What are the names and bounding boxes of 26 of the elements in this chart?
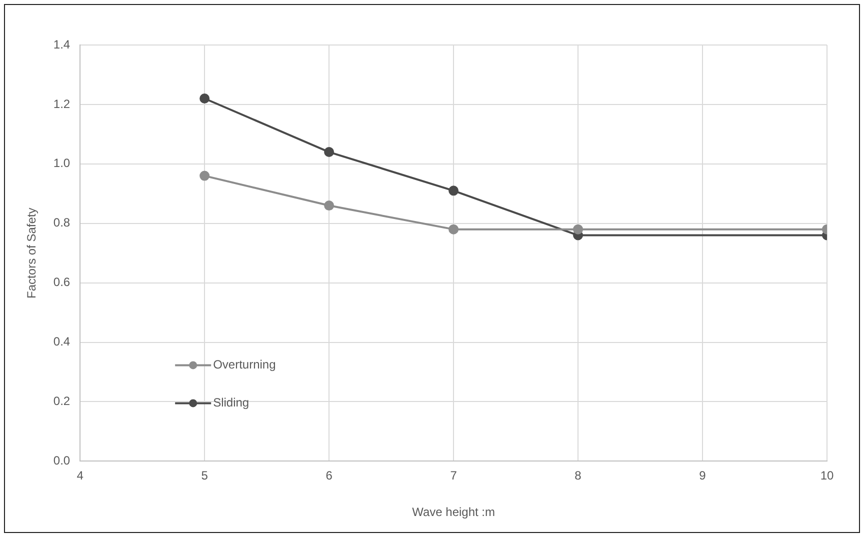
- point: [448, 224, 459, 234]
- x-tick-label: 6: [326, 468, 333, 483]
- y-tick-label: 0.0: [53, 454, 70, 468]
- x-tick-label: 5: [201, 468, 208, 483]
- legend-label: Sliding: [213, 396, 250, 410]
- point: [324, 147, 334, 158]
- point: [324, 200, 334, 211]
- x-tick-label: 10: [820, 468, 834, 483]
- y-tick-label: 0.4: [53, 334, 70, 349]
- y-tick-label: 0.2: [53, 394, 70, 408]
- y-tick-label: 1.2: [53, 96, 70, 111]
- y-axis-title: Factors of Safety: [24, 208, 39, 298]
- y-tick-label: 0.6: [53, 275, 70, 290]
- y-tick-label: 1.4: [53, 37, 70, 52]
- point: [200, 94, 210, 104]
- y-tick-label: 0.8: [53, 216, 70, 230]
- point: [200, 170, 210, 181]
- y-tick-label: 1.0: [53, 156, 70, 170]
- x-axis-title: Wave height :m: [412, 505, 496, 520]
- x-tick-label: 7: [450, 468, 458, 483]
- point: [573, 224, 584, 234]
- x-tick-label: 8: [574, 468, 582, 483]
- x-tick-label: 4: [76, 468, 84, 483]
- x-tick-label: 9: [699, 468, 706, 483]
- point: [448, 186, 459, 196]
- legend-label: Overturning: [213, 358, 276, 372]
